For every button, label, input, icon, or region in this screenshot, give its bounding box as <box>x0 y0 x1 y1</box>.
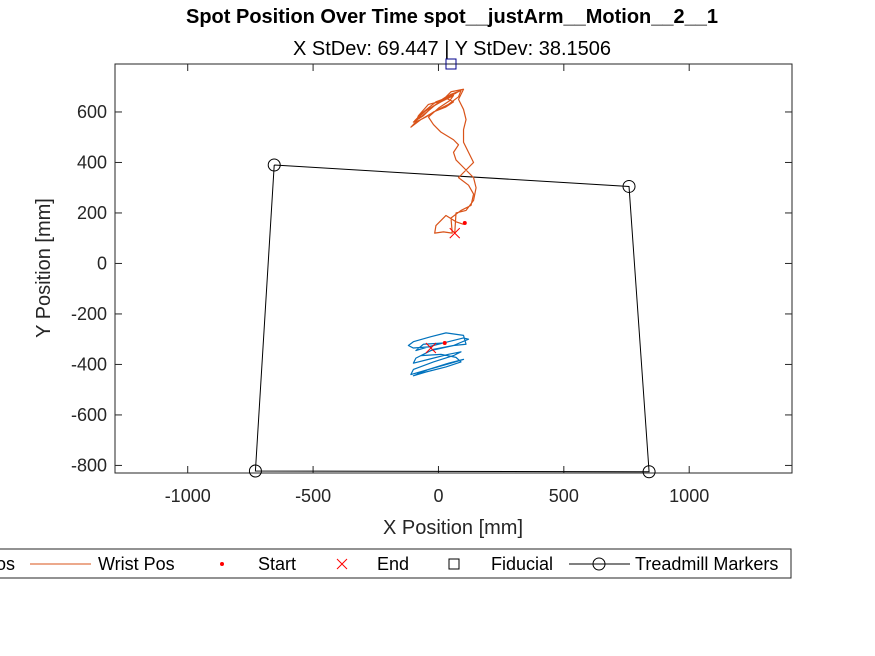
legend-swatch-start <box>220 562 224 566</box>
treadmill-marker <box>248 464 262 478</box>
treadmill-marker <box>267 158 281 172</box>
y-tick-label: 600 <box>77 102 107 122</box>
legend-label-start: Start <box>258 554 296 574</box>
legend-swatch-markers-circle <box>592 557 606 571</box>
y-tick-label: -800 <box>71 455 107 475</box>
treadmill-marker <box>642 465 656 479</box>
fiducial-marker <box>445 58 457 70</box>
y-tick-label: -400 <box>71 354 107 374</box>
x-tick-label: 1000 <box>669 486 709 506</box>
legend-label-wrist: Wrist Pos <box>98 554 175 574</box>
y-axis-label: Y Position [mm] <box>33 198 55 338</box>
y-tick-label: 0 <box>97 253 107 273</box>
plot-area: -1000 -500 0 500 1000 -800 -600 -400 -200 0 200 400… <box>71 58 793 506</box>
y-tick-label: 200 <box>77 203 107 223</box>
y-tick-label: -200 <box>71 304 107 324</box>
spot-pos-trace <box>407 332 470 377</box>
x-tick-label: 500 <box>549 486 579 506</box>
y-tick-label: -600 <box>71 405 107 425</box>
x-tick-label: -1000 <box>165 486 211 506</box>
end-point <box>449 227 461 239</box>
end-point <box>425 342 437 354</box>
start-point <box>462 221 467 226</box>
legend-label-end: End <box>377 554 409 574</box>
legend-label-spot: os <box>0 554 15 574</box>
wrist-pos-trace <box>410 88 477 234</box>
legend-swatch-end <box>336 558 348 570</box>
chart-subtitle: X StDev: 69.447 | Y StDev: 38.1506 <box>293 38 611 60</box>
legend-swatch-fiducial <box>448 558 460 570</box>
y-tick-label: 400 <box>77 152 107 172</box>
legend-label-markers: Treadmill Markers <box>635 554 778 574</box>
start-point <box>442 340 447 345</box>
treadmill-marker <box>622 179 636 193</box>
axes-box <box>114 63 793 474</box>
legend-label-fiducial: Fiducial <box>491 554 553 574</box>
legend-box <box>0 548 792 579</box>
legend: os Wrist Pos Start End Fiducial Treadmil… <box>0 548 792 579</box>
x-tick-label: 0 <box>433 486 443 506</box>
x-tick-label: -500 <box>295 486 331 506</box>
chart-title: Spot Position Over Time spot__justArm__M… <box>186 6 718 28</box>
treadmill-markers-line <box>254 164 650 473</box>
x-axis-label: X Position [mm] <box>383 517 523 539</box>
